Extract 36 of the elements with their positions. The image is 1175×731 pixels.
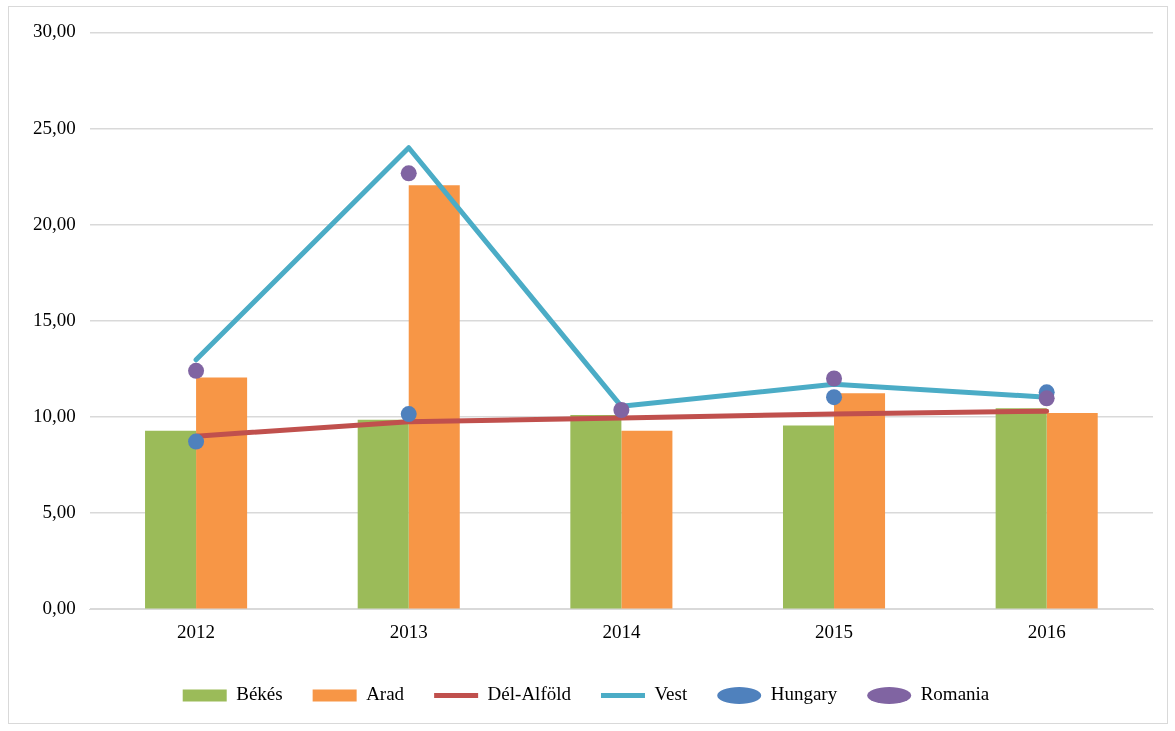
y-tick-label: 20,00 xyxy=(33,212,76,234)
bar xyxy=(621,430,673,609)
y-tick-label: 5,00 xyxy=(42,501,76,523)
legend-label: Romania xyxy=(920,683,990,705)
x-tick-label: 2016 xyxy=(1027,620,1066,642)
bar xyxy=(834,393,886,609)
x-tick-label: 2013 xyxy=(389,620,428,642)
x-tick-label: 2012 xyxy=(177,620,216,642)
point xyxy=(1038,390,1055,407)
bar xyxy=(145,430,197,609)
point xyxy=(400,406,417,423)
y-tick-label: 10,00 xyxy=(33,404,76,426)
point xyxy=(400,165,417,182)
legend-label: Dél-Alföld xyxy=(487,683,572,705)
bar xyxy=(782,425,835,609)
point xyxy=(613,402,630,419)
legend-label: Békés xyxy=(236,683,283,705)
point xyxy=(188,362,205,379)
y-tick-label: 30,00 xyxy=(33,20,76,42)
point xyxy=(188,433,205,450)
point xyxy=(826,389,843,406)
x-tick-label: 2014 xyxy=(602,620,641,642)
x-tick-label: 2015 xyxy=(815,620,854,642)
y-tick-label: 15,00 xyxy=(33,308,76,330)
legend-label: Arad xyxy=(366,683,405,705)
point xyxy=(826,370,843,387)
bar xyxy=(570,415,622,609)
bar xyxy=(1046,413,1098,609)
y-tick-label: 25,00 xyxy=(33,116,76,138)
bar xyxy=(408,185,460,609)
bar xyxy=(995,408,1047,609)
legend-label: Vest xyxy=(654,683,688,705)
legend-label: Hungary xyxy=(770,683,838,705)
y-tick-label: 0,00 xyxy=(42,597,76,619)
bar xyxy=(196,377,248,609)
bar xyxy=(357,419,409,609)
